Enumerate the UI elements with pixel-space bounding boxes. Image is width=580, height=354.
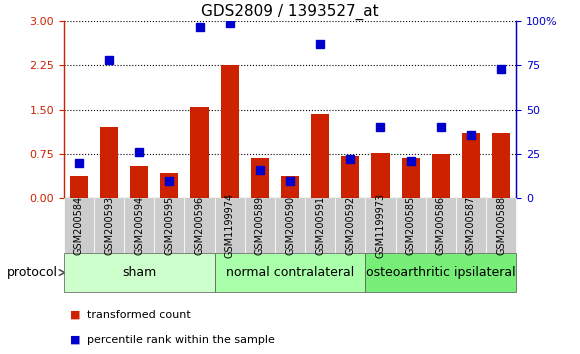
Bar — [311, 114, 329, 198]
Text: GSM200590: GSM200590 — [285, 196, 295, 255]
Bar — [281, 176, 299, 198]
Text: GSM200588: GSM200588 — [496, 196, 506, 255]
Bar — [401, 158, 420, 198]
Bar — [130, 166, 148, 198]
Bar — [70, 176, 88, 198]
Text: protocol: protocol — [7, 266, 58, 279]
Text: sham: sham — [122, 266, 157, 279]
Text: GSM1199974: GSM1199974 — [224, 193, 235, 258]
Text: GSM1199973: GSM1199973 — [375, 193, 386, 258]
Bar — [371, 153, 390, 198]
Text: osteoarthritic ipsilateral: osteoarthritic ipsilateral — [366, 266, 516, 279]
Bar — [462, 133, 480, 198]
Text: GSM200585: GSM200585 — [405, 196, 416, 255]
Text: GSM200587: GSM200587 — [466, 196, 476, 255]
Text: GSM200591: GSM200591 — [315, 196, 325, 255]
Bar — [220, 65, 239, 198]
Text: GSM200596: GSM200596 — [194, 196, 205, 255]
Text: GSM200592: GSM200592 — [345, 196, 356, 255]
Text: transformed count: transformed count — [87, 310, 191, 320]
Bar — [432, 154, 450, 198]
Title: GDS2809 / 1393527_at: GDS2809 / 1393527_at — [201, 4, 379, 20]
Text: GSM200584: GSM200584 — [74, 196, 84, 255]
Bar — [341, 156, 360, 198]
Text: GSM200594: GSM200594 — [134, 196, 144, 255]
Text: GSM200586: GSM200586 — [436, 196, 446, 255]
Text: ■: ■ — [70, 310, 80, 320]
Bar — [160, 173, 179, 198]
Text: ■: ■ — [70, 335, 80, 345]
Text: GSM200595: GSM200595 — [164, 196, 175, 255]
Text: GSM200589: GSM200589 — [255, 196, 265, 255]
Bar — [190, 107, 209, 198]
Bar — [251, 158, 269, 198]
Text: GSM200593: GSM200593 — [104, 196, 114, 255]
Bar — [492, 133, 510, 198]
Bar — [100, 127, 118, 198]
Text: normal contralateral: normal contralateral — [226, 266, 354, 279]
Text: percentile rank within the sample: percentile rank within the sample — [87, 335, 275, 345]
